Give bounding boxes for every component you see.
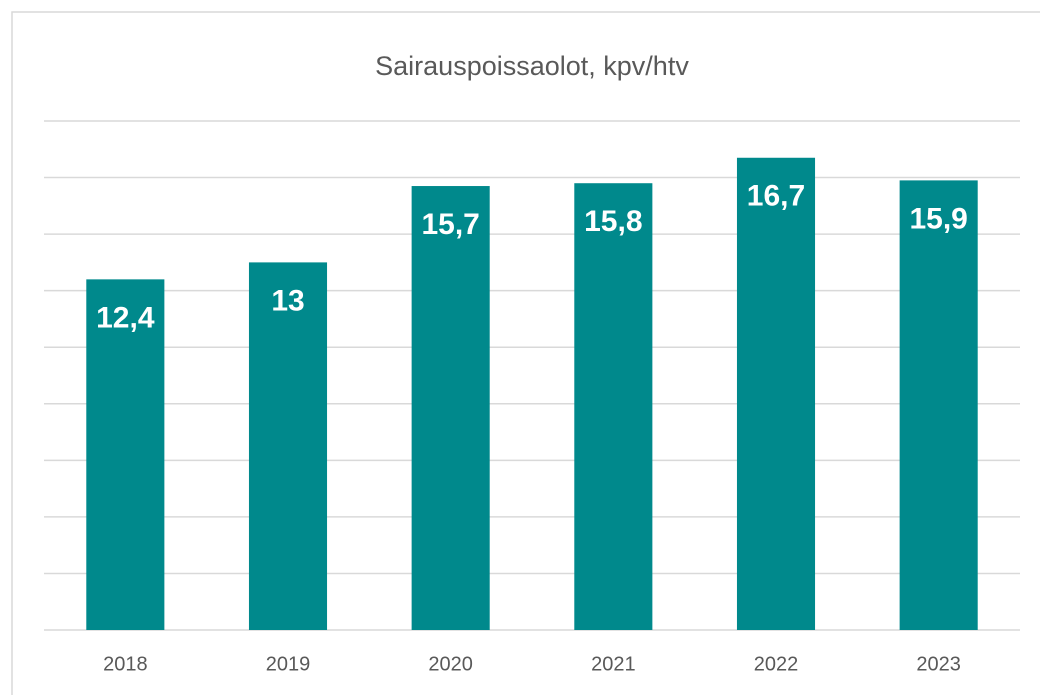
data-label: 13: [271, 284, 304, 317]
data-label: 16,7: [747, 180, 805, 213]
bar: [411, 186, 490, 631]
bar: [574, 183, 653, 630]
x-tick-label: 2020: [428, 653, 473, 675]
data-label: 15,7: [421, 208, 479, 241]
data-label: 12,4: [96, 301, 155, 334]
data-label: 15,9: [909, 202, 967, 235]
chart-title: Sairauspoissaolot, kpv/htv: [375, 51, 689, 81]
bar: [86, 279, 165, 630]
bar: [736, 157, 816, 630]
x-tick-label: 2018: [103, 653, 148, 675]
bar: [899, 180, 978, 630]
x-tick-label: 2021: [591, 653, 636, 675]
data-label: 15,8: [584, 205, 642, 238]
bar: [248, 262, 328, 630]
x-tick-label: 2023: [916, 653, 961, 675]
x-tick-label: 2019: [266, 653, 311, 675]
chart-border: [11, 11, 1040, 695]
x-tick-label: 2022: [754, 653, 799, 675]
